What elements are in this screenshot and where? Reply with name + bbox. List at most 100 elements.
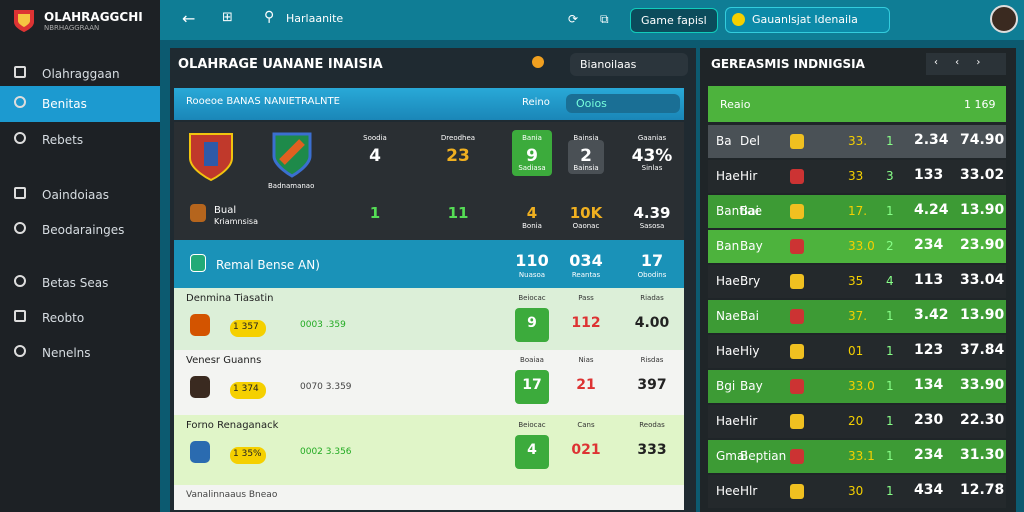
row-title: Venesr Guanns bbox=[186, 355, 262, 366]
nav-item[interactable]: Nenelns bbox=[42, 346, 91, 360]
cell: Nae bbox=[716, 309, 740, 323]
table-row[interactable]: Ban Bay 33.0 2 234 23.90 bbox=[708, 230, 1006, 263]
table-row[interactable]: Bgi Bay 33.0 1 134 33.90 bbox=[708, 370, 1006, 403]
cell: Ba bbox=[716, 134, 732, 148]
stat-sub: Bonia bbox=[522, 222, 542, 230]
right-header-left: Reaio bbox=[720, 98, 751, 111]
tagline: NBRHAGGRAAN bbox=[44, 24, 100, 32]
cell: 74.90 bbox=[960, 132, 1005, 148]
cell: 2 bbox=[886, 239, 894, 253]
grid-icon[interactable]: ⊞ bbox=[222, 10, 233, 25]
stat-label: Dreodhea bbox=[440, 134, 476, 142]
cell: Hiy bbox=[740, 344, 760, 358]
pick[interactable]: 0003 .359 bbox=[300, 320, 346, 330]
row-value: 4.00 bbox=[634, 315, 670, 331]
table-row[interactable]: Nae Bai 37. 1 3.42 13.90 bbox=[708, 300, 1006, 333]
stat-value: 43% bbox=[631, 146, 673, 166]
cell: Hlr bbox=[740, 484, 758, 498]
cell: 33.04 bbox=[960, 272, 1005, 288]
cell: Hee bbox=[716, 484, 740, 498]
game-button[interactable]: Game fapisl bbox=[630, 8, 718, 33]
cell: 20 bbox=[848, 414, 864, 428]
nav-item[interactable]: Oaindoiaas bbox=[42, 188, 109, 202]
search-icon[interactable]: ⚲ bbox=[264, 9, 275, 25]
nav-item[interactable]: Beodarainges bbox=[42, 223, 125, 237]
footer: Vanalinnaaus Bneao bbox=[186, 490, 278, 500]
nav-item[interactable]: Reobto bbox=[42, 311, 85, 325]
back[interactable]: ← bbox=[182, 9, 196, 28]
account-button[interactable]: Gauanlsjat Idenaila bbox=[725, 7, 890, 33]
cell: 1 bbox=[886, 484, 894, 498]
table-row[interactable]: Gmal Beptian 33.1 1 234 31.30 bbox=[708, 440, 1006, 473]
stat-value: 9 bbox=[526, 146, 538, 166]
cell: Bay bbox=[740, 379, 763, 393]
table-row[interactable]: Bantiae Bai 17. 1 4.24 13.90 bbox=[708, 195, 1006, 228]
cell: Bai bbox=[740, 204, 759, 218]
cell: Ban bbox=[716, 239, 740, 253]
odds[interactable]: 1 357 bbox=[230, 320, 266, 337]
nav-icon bbox=[14, 345, 26, 357]
summary-value: 034 bbox=[569, 251, 603, 270]
cell: 1 bbox=[886, 309, 894, 323]
nav-item[interactable]: Rebets bbox=[42, 133, 84, 147]
odds[interactable]: 1 35% bbox=[230, 447, 266, 464]
cell: 4.24 bbox=[914, 202, 949, 218]
pin bbox=[532, 56, 544, 68]
icon[interactable]: ⧉ bbox=[600, 12, 609, 26]
row-title: Forno Renaganack bbox=[186, 420, 279, 431]
small-team-sub: Kriamnsisa bbox=[214, 217, 258, 226]
footer-row bbox=[174, 485, 684, 510]
cell: Del bbox=[740, 134, 760, 148]
cell: Bantiae bbox=[716, 204, 762, 218]
nav-item[interactable]: Benitas bbox=[0, 86, 160, 122]
cell: 31.30 bbox=[960, 447, 1005, 463]
table-row[interactable]: Hee Hlr 30 1 434 12.78 bbox=[708, 475, 1006, 508]
row-label: Reodas bbox=[639, 421, 665, 429]
cell: Bgi bbox=[716, 379, 736, 393]
table-row[interactable]: Ba Del 33. 1 2.34 74.90 bbox=[708, 125, 1006, 158]
nav-item[interactable]: Olahraggaan bbox=[42, 67, 120, 81]
table-row[interactable]: Hae Hir 20 1 230 22.30 bbox=[708, 405, 1006, 438]
cell: Hae bbox=[716, 274, 740, 288]
summary-name: Remal Bense AN) bbox=[216, 258, 320, 272]
row-value: 9 bbox=[527, 315, 537, 331]
cell: 134 bbox=[914, 377, 944, 393]
table-row[interactable]: Hae Hiy 01 1 123 37.84 bbox=[708, 335, 1006, 368]
cell: 1 bbox=[886, 204, 894, 218]
cell: 23.90 bbox=[960, 237, 1005, 253]
pager[interactable]: ‹ ‹ › bbox=[926, 53, 1006, 75]
nav-icon bbox=[14, 187, 26, 199]
cell: 33.02 bbox=[960, 167, 1005, 183]
team-badge bbox=[790, 274, 804, 289]
small-crest bbox=[190, 204, 206, 222]
cell: 30 bbox=[848, 484, 864, 498]
cell: 1 bbox=[886, 344, 894, 358]
avatar[interactable] bbox=[990, 5, 1018, 33]
stat-box bbox=[512, 130, 552, 176]
search[interactable]: Harlaanite bbox=[286, 12, 344, 25]
row-crest bbox=[190, 441, 210, 463]
pick[interactable]: 0002 3.356 bbox=[300, 447, 352, 457]
cell: 12.78 bbox=[960, 482, 1005, 498]
cell: 22.30 bbox=[960, 412, 1005, 428]
table-row[interactable]: Hae Hir 33 3 133 33.02 bbox=[708, 160, 1006, 193]
odds[interactable]: 1 374 bbox=[230, 382, 266, 399]
header-search[interactable]: Ooios bbox=[566, 94, 680, 113]
stat-value: 1 bbox=[369, 204, 381, 222]
summary-row bbox=[174, 240, 684, 288]
nav-item[interactable]: Betas Seas bbox=[42, 276, 109, 290]
list-row[interactable] bbox=[174, 288, 684, 350]
row-label: Beiocac bbox=[518, 294, 546, 302]
table-row[interactable]: Hae Bry 35 4 113 33.04 bbox=[708, 265, 1006, 298]
cell: 4 bbox=[886, 274, 894, 288]
cell: 13.90 bbox=[960, 307, 1005, 323]
icon[interactable]: ⟳ bbox=[568, 12, 579, 26]
team-badge bbox=[790, 449, 804, 464]
brand: OLAHRAGGCHI bbox=[44, 10, 143, 24]
row-label: Nias bbox=[578, 356, 594, 364]
cell: 1 bbox=[886, 414, 894, 428]
team-badge bbox=[790, 169, 804, 184]
pick[interactable]: 0070 3.359 bbox=[300, 382, 352, 392]
dropdown[interactable]: Bianoilaas bbox=[570, 53, 688, 76]
cell: Hir bbox=[740, 414, 758, 428]
